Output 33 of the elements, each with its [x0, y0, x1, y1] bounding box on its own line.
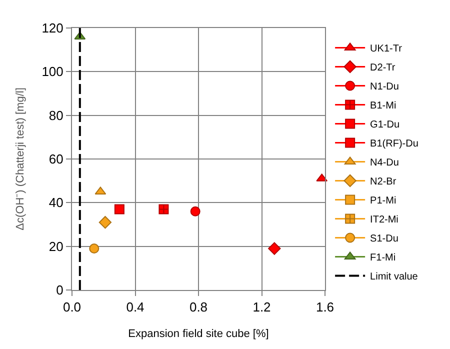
y-tick-label: 120 — [42, 20, 64, 36]
point — [190, 206, 200, 216]
x-tick-label: 0.4 — [126, 300, 144, 315]
legend-label: N4-Du — [370, 158, 399, 169]
legend-label: P1-Mi — [370, 196, 396, 207]
y-tick-label: 40 — [48, 195, 64, 210]
point — [89, 244, 100, 254]
y-tick-label: 60 — [48, 152, 64, 167]
y-tick-label: 100 — [42, 64, 64, 80]
legend-label: UK1-Tr — [370, 44, 403, 55]
legend-label: IT2-Mi — [370, 214, 398, 226]
legend-label: F1-Mi — [370, 252, 396, 264]
point — [98, 216, 112, 229]
y-tick-label: 80 — [48, 108, 64, 123]
point — [158, 204, 169, 214]
legend-label: N2-Br — [370, 176, 397, 188]
point — [268, 242, 281, 255]
x-tick-label: 0.8 — [189, 300, 208, 315]
legend-label: S1-Du — [370, 234, 398, 245]
point — [114, 204, 124, 214]
x-tick-label: 0.0 — [62, 300, 82, 315]
legend-label: D2-Tr — [370, 62, 396, 74]
legend-label: G1-Du — [370, 120, 400, 131]
x-tick-label: 1.2 — [252, 300, 271, 315]
legend-label: N1-Du — [370, 82, 399, 93]
legend-label: B1(RF)-Du — [370, 138, 418, 150]
y-tick-label: 0 — [56, 282, 64, 298]
x-axis-title: Expansion field site cube [%] — [128, 328, 269, 340]
legend-label: Limit value — [370, 272, 418, 283]
x-tick-label: 1.6 — [316, 300, 334, 315]
legend-label: B1-Mi — [370, 100, 396, 112]
y-tick-label: 20 — [48, 238, 64, 254]
y-axis-title: Δc(OH⁻) (Chatterji test) [mg/l] — [14, 88, 26, 230]
